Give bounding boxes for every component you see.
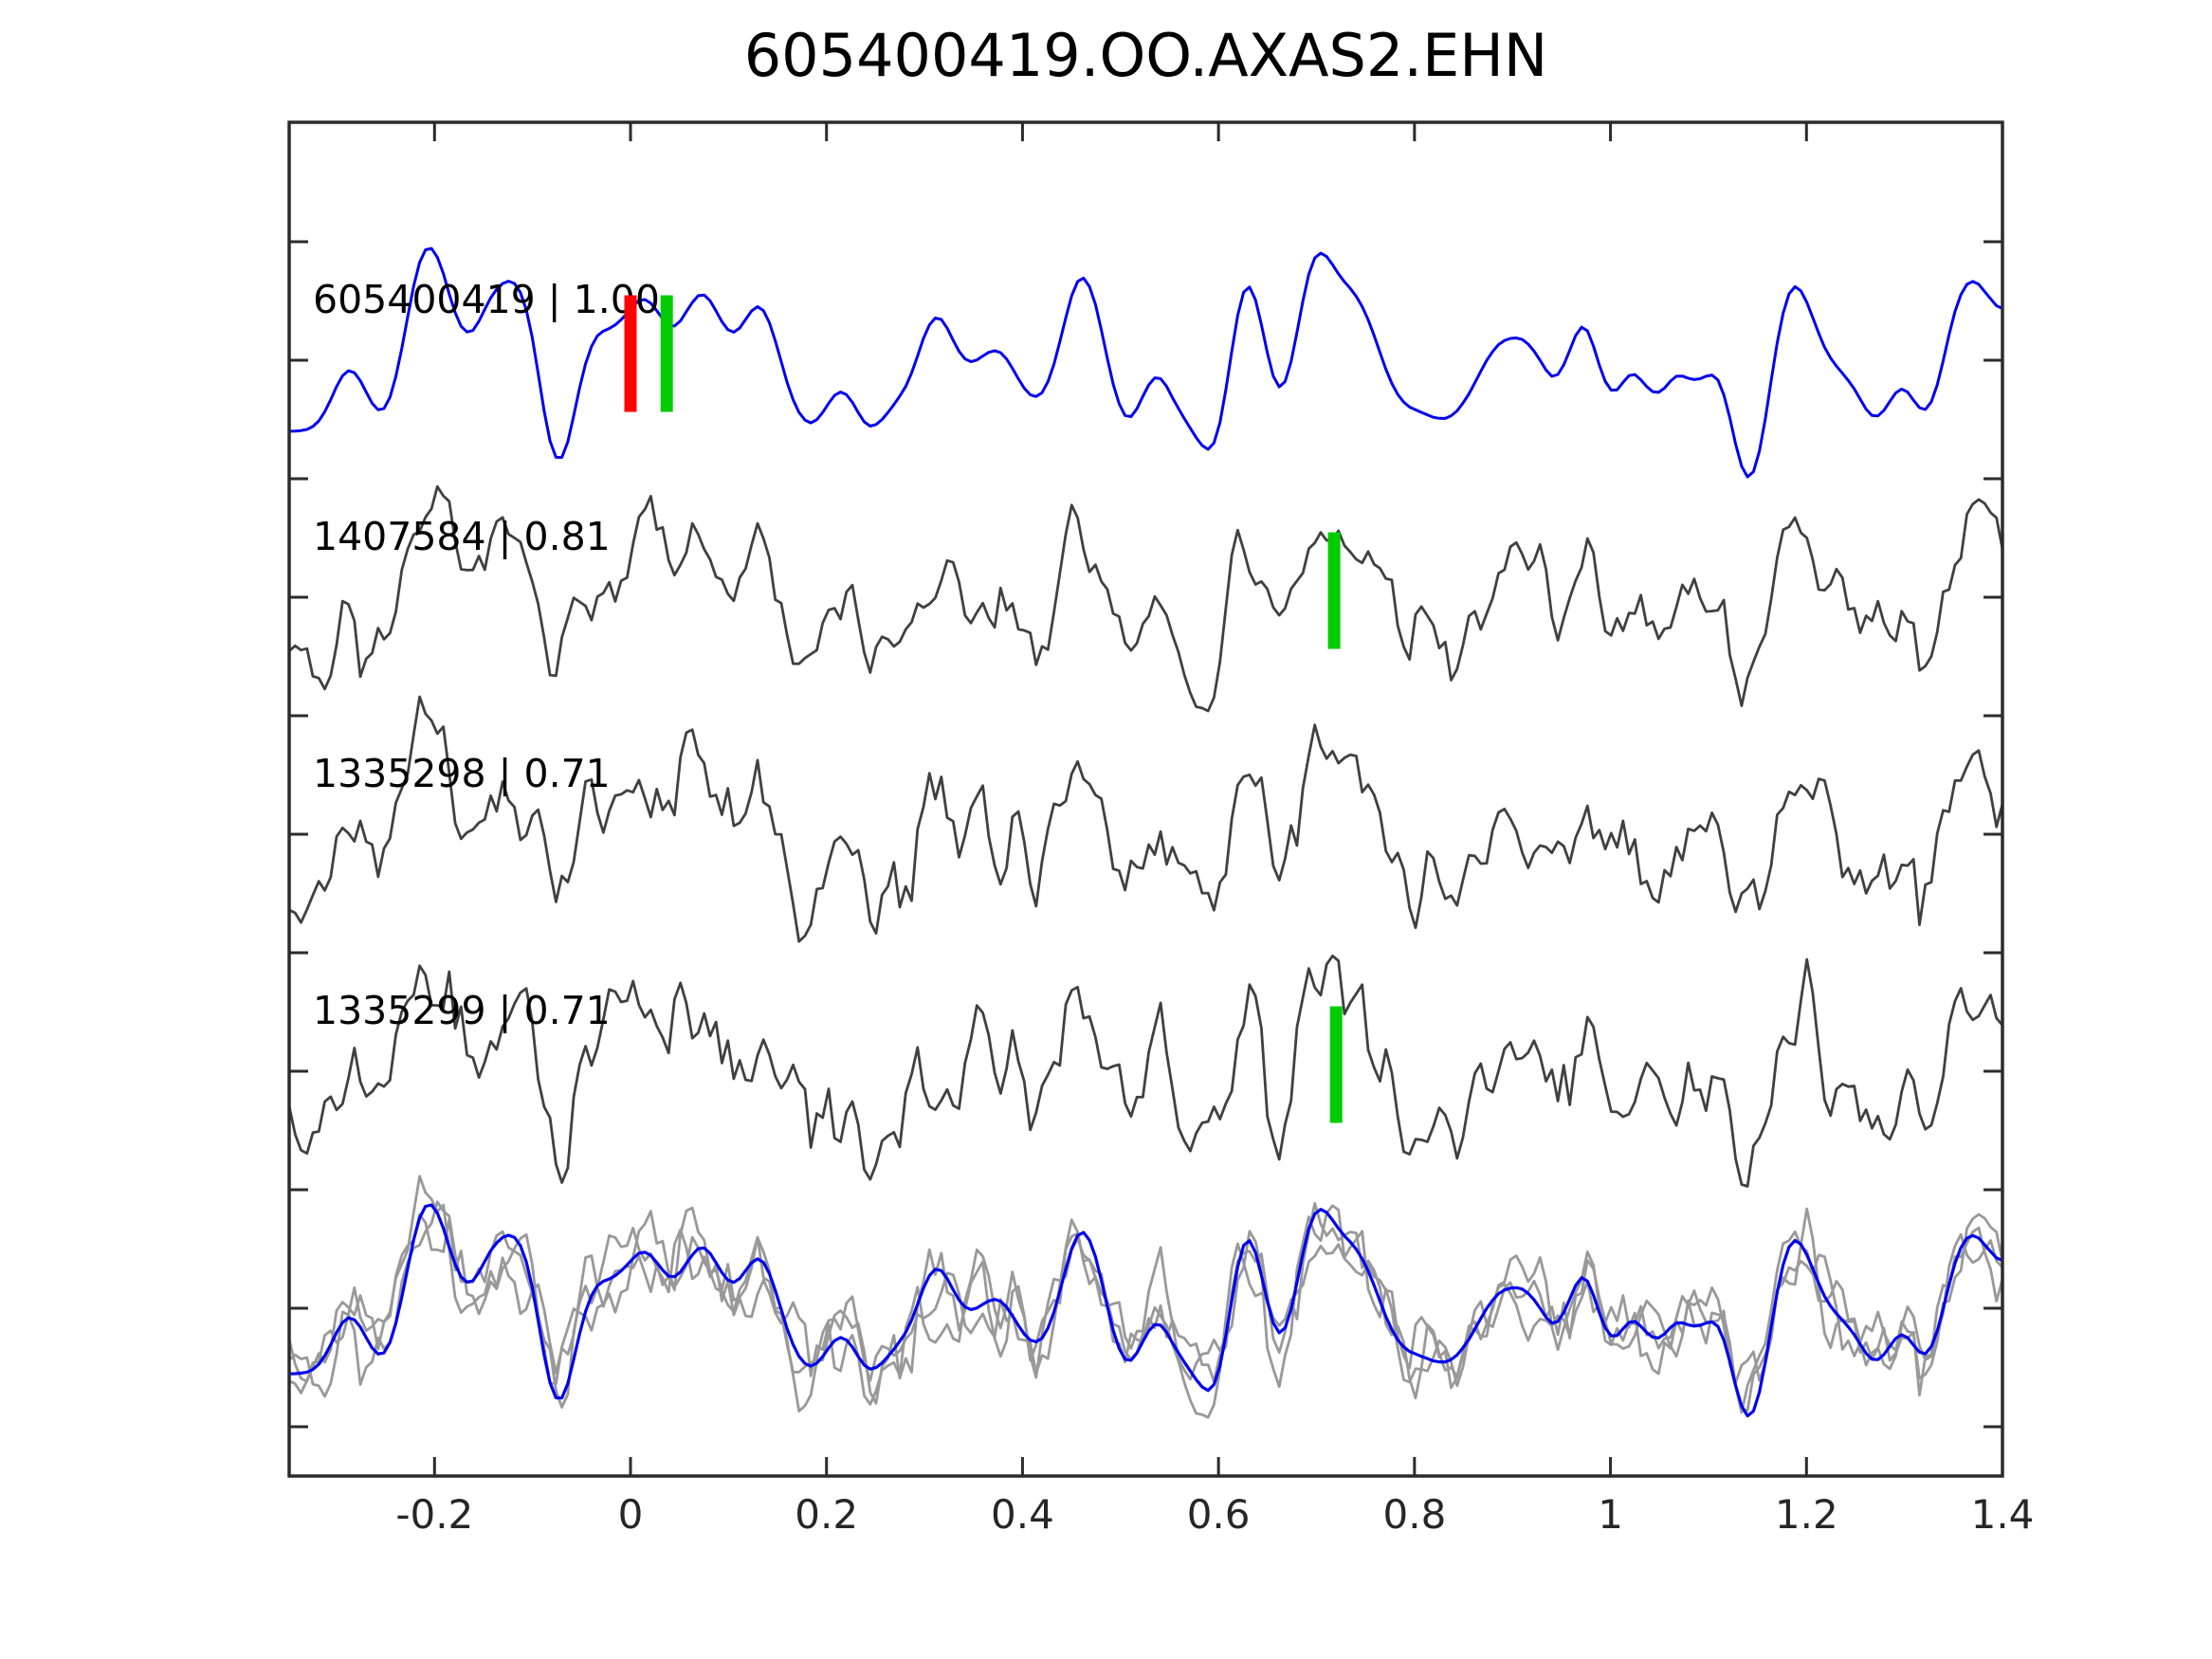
x-tick-label: 0 — [618, 1491, 644, 1538]
pick-marker-green — [660, 295, 673, 412]
waveform-trace-605400419 — [289, 246, 2002, 479]
x-tick-label: 0.6 — [1187, 1491, 1251, 1538]
waveform-trace-1407584 — [289, 484, 2002, 713]
overlay-trace-target — [289, 1203, 2002, 1418]
x-tick-label: -0.2 — [395, 1491, 473, 1538]
x-tick-label: 1.2 — [1775, 1491, 1838, 1538]
pick-marker-red — [624, 295, 637, 412]
x-tick-label: 1 — [1598, 1491, 1623, 1538]
trace-label-template-1: 1407584 | 0.81 — [313, 514, 611, 559]
trace-label-template-2: 1335298 | 0.71 — [313, 751, 611, 796]
trace-label-template-3: 1335299 | 0.71 — [313, 988, 611, 1033]
pick-marker-green — [1327, 532, 1341, 649]
waveform-trace-1335299 — [289, 954, 2002, 1188]
trace-label-target: 605400419 | 1.00 — [313, 277, 660, 322]
axes-frame — [287, 120, 2004, 1478]
pick-markers — [624, 295, 1343, 1123]
x-tick-label: 1.4 — [1971, 1491, 2035, 1538]
x-tick-label: 0.2 — [795, 1491, 858, 1538]
x-tick-label: 0.8 — [1383, 1491, 1447, 1538]
waveform-trace-1335298 — [289, 695, 2002, 943]
x-tick-labels: -0.2 0 0.2 0.4 0.6 0.8 1 1.2 1.4 — [395, 1491, 2034, 1538]
overlay-trace-1335298 — [289, 1175, 2002, 1413]
x-tick-label: 0.4 — [991, 1491, 1054, 1538]
waveform-traces — [289, 246, 2002, 1419]
figure-title: 605400419.OO.AXAS2.EHN — [744, 21, 1548, 90]
axes-border — [287, 120, 2004, 1478]
trace-labels: 605400419 | 1.00 1407584 | 0.81 1335298 … — [313, 277, 660, 1033]
pick-marker-green — [1329, 1006, 1343, 1123]
overlay-trace-1335299 — [289, 1204, 2002, 1413]
